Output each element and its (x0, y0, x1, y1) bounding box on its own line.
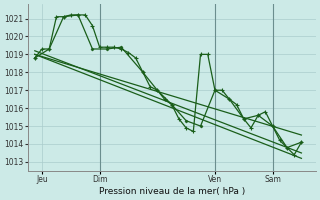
X-axis label: Pression niveau de la mer( hPa ): Pression niveau de la mer( hPa ) (99, 187, 245, 196)
